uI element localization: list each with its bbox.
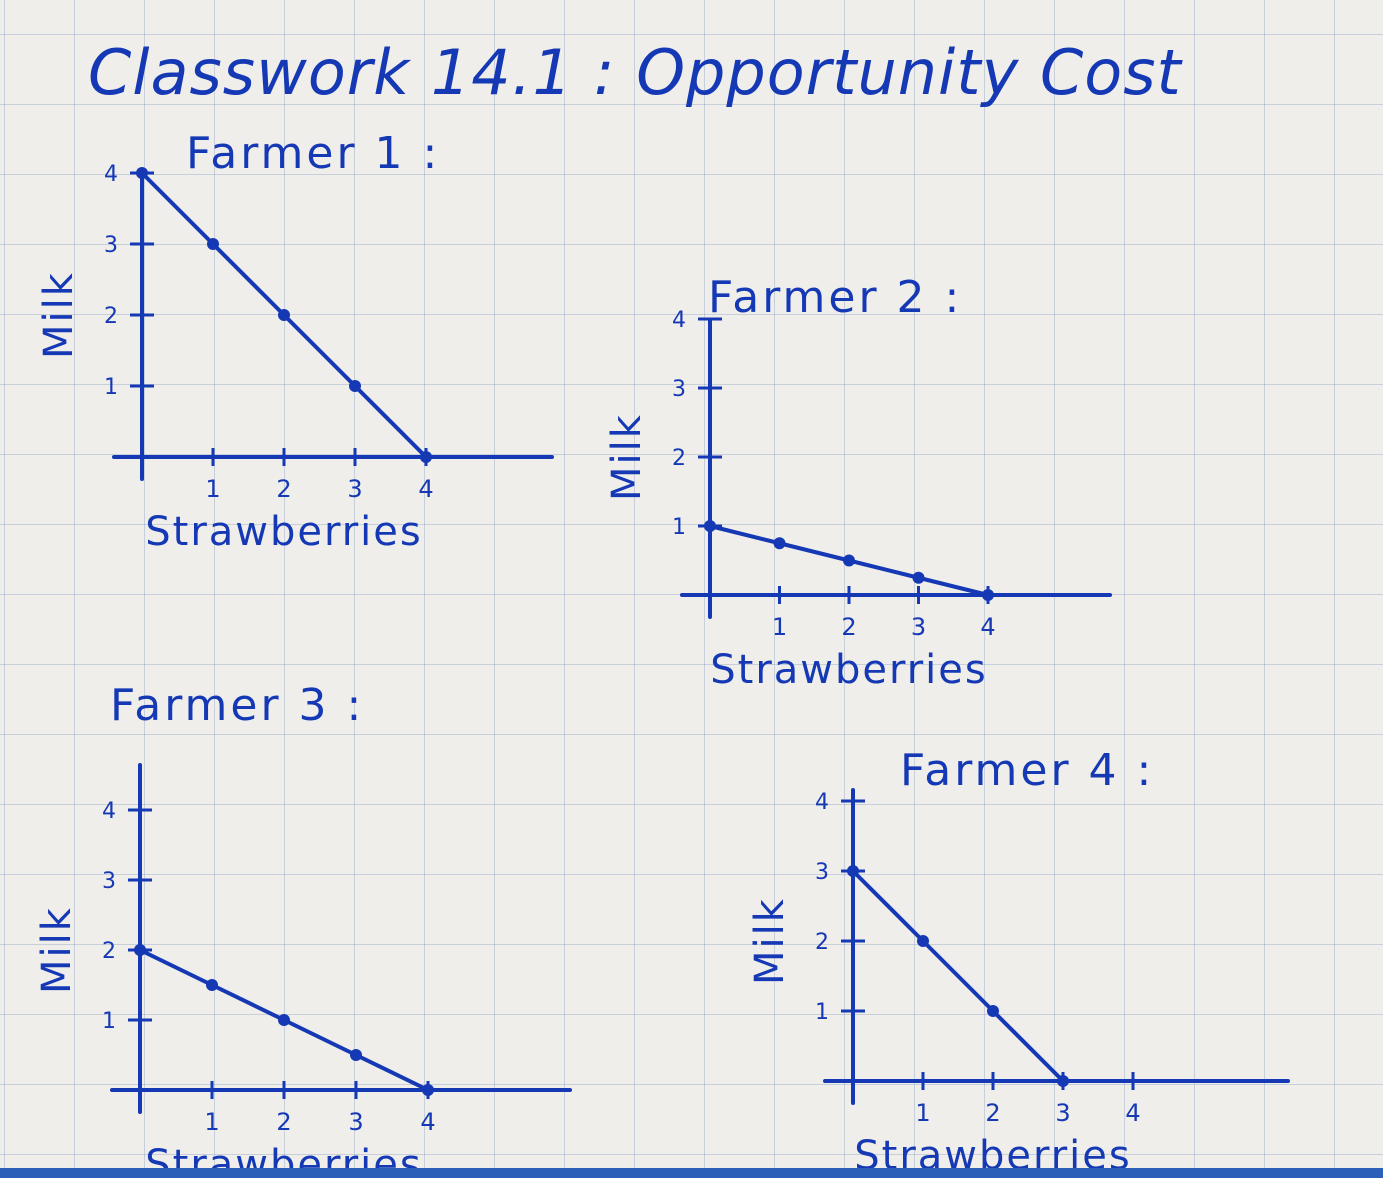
y-tick-label: 2 bbox=[104, 304, 118, 329]
x-tick-label: 1 bbox=[204, 1108, 219, 1136]
x-axis-label: Strawberries bbox=[710, 647, 988, 693]
y-tick-label: 1 bbox=[104, 375, 118, 400]
data-point bbox=[422, 1084, 434, 1096]
x-tick-label: 2 bbox=[276, 1108, 291, 1136]
y-tick-label: 3 bbox=[104, 233, 118, 258]
y-tick-label: 2 bbox=[102, 939, 116, 964]
x-tick-label: 4 bbox=[420, 1108, 435, 1136]
x-tick-label: 1 bbox=[915, 1099, 930, 1127]
y-tick-label: 1 bbox=[672, 515, 686, 540]
chart-title-farmer-2: Farmer 2 : bbox=[708, 272, 963, 323]
data-point bbox=[982, 589, 994, 601]
data-point bbox=[1057, 1075, 1069, 1087]
data-point bbox=[278, 1014, 290, 1026]
data-point bbox=[704, 520, 716, 532]
data-point bbox=[987, 1005, 999, 1017]
x-tick-label: 1 bbox=[772, 613, 787, 641]
x-tick-label: 3 bbox=[911, 613, 926, 641]
x-tick-label: 1 bbox=[205, 475, 220, 503]
y-tick-label: 2 bbox=[672, 446, 686, 471]
page-edge bbox=[0, 1168, 1383, 1178]
page-title: Classwork 14.1 : Opportunity Cost bbox=[88, 36, 1182, 109]
y-tick-label: 4 bbox=[815, 790, 829, 815]
data-point bbox=[847, 865, 859, 877]
data-point bbox=[206, 979, 218, 991]
x-axis-label: Strawberries bbox=[145, 509, 423, 555]
y-tick-label: 1 bbox=[815, 1000, 829, 1025]
y-tick-label: 4 bbox=[102, 799, 116, 824]
x-tick-label: 2 bbox=[841, 613, 856, 641]
farmer-2-chart: 1 2 3 4 1 2 3 4 Strawberries Milk bbox=[604, 308, 1112, 693]
chart-title-farmer-4: Farmer 4 : bbox=[900, 745, 1155, 796]
data-point bbox=[912, 571, 925, 584]
y-tick-label: 3 bbox=[672, 377, 686, 402]
chart-title-farmer-3: Farmer 3 : bbox=[110, 680, 365, 731]
data-point bbox=[134, 944, 146, 956]
y-tick-label: 1 bbox=[102, 1009, 116, 1034]
x-tick-label: 3 bbox=[347, 475, 362, 503]
data-point bbox=[349, 380, 361, 392]
x-tick-label: 2 bbox=[985, 1099, 1000, 1127]
y-tick-label: 3 bbox=[815, 860, 829, 885]
y-tick-label: 4 bbox=[672, 308, 686, 333]
x-tick-label: 4 bbox=[1125, 1099, 1140, 1127]
data-point bbox=[420, 451, 432, 463]
y-tick-label: 2 bbox=[815, 930, 829, 955]
chart-title-farmer-1: Farmer 1 : bbox=[186, 128, 441, 179]
x-tick-label: 3 bbox=[348, 1108, 363, 1136]
x-tick-label: 4 bbox=[980, 613, 995, 641]
data-point bbox=[207, 238, 219, 250]
x-tick-label: 2 bbox=[276, 475, 291, 503]
farmer-1-chart: 1 2 3 4 1 2 3 4 Strawberries Milk bbox=[36, 162, 554, 555]
y-tick-label: 3 bbox=[102, 869, 116, 894]
series-line bbox=[851, 869, 1065, 1083]
x-tick-label: 4 bbox=[418, 475, 433, 503]
data-point bbox=[917, 935, 929, 947]
data-point bbox=[350, 1049, 362, 1061]
data-point bbox=[278, 309, 290, 321]
y-axis-label: Milk bbox=[747, 897, 793, 985]
data-point bbox=[843, 554, 855, 567]
y-axis-label: Milk bbox=[36, 271, 82, 359]
y-tick-label: 4 bbox=[104, 162, 118, 187]
y-axis-label: Milk bbox=[604, 413, 650, 501]
data-point bbox=[136, 167, 148, 179]
data-point bbox=[773, 537, 786, 550]
x-tick-label: 3 bbox=[1055, 1099, 1070, 1127]
y-axis-label: Milk bbox=[34, 906, 80, 994]
